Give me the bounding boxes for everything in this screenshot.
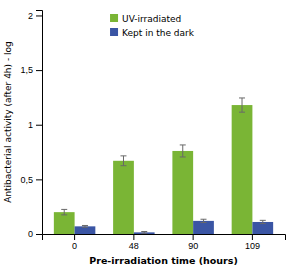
x-axis: 0 48 90 109 — [43, 234, 286, 251]
x-axis-line — [43, 235, 286, 241]
y-axis-title: Antibacterial activity (after 4h) - log — [3, 41, 13, 203]
x-tick-mark — [193, 234, 194, 240]
x-tick: 48 — [129, 234, 139, 251]
y-tick: 2 — [28, 11, 42, 21]
x-tick-label: 48 — [129, 241, 139, 251]
legend-swatch — [110, 14, 118, 22]
y-tick-label: 2 — [28, 11, 33, 21]
legend-label: Kept in the dark — [122, 28, 195, 38]
error-bar — [201, 219, 207, 222]
x-tick: 90 — [188, 234, 198, 251]
bar — [54, 212, 75, 234]
legend: UV-irradiated Kept in the dark — [110, 14, 195, 38]
y-tick: 0 — [28, 229, 42, 239]
y-tick: 0,5 — [20, 175, 42, 185]
x-tick: 0 — [72, 234, 77, 251]
bar — [232, 105, 253, 234]
legend-swatch — [110, 28, 118, 36]
y-tick: 1 — [28, 120, 42, 130]
y-tick-label: 0 — [28, 229, 33, 239]
y-tick-mark — [36, 15, 42, 16]
y-tick-label: 1,5 — [20, 65, 33, 75]
plot: 0 0,5 1 1,5 2 0 48 90 109 UV-irradiated Kept in th… — [20, 11, 285, 252]
series — [54, 98, 253, 234]
series — [75, 219, 274, 234]
error-bar — [260, 220, 266, 223]
y-tick-label: 0,5 — [20, 175, 33, 185]
error-bar — [141, 231, 147, 233]
error-bar — [180, 145, 186, 157]
legend-item: UV-irradiated — [110, 14, 181, 24]
error-bar — [61, 209, 67, 214]
legend-label: UV-irradiated — [122, 14, 181, 24]
legend-item: Kept in the dark — [110, 28, 195, 38]
x-tick-label: 0 — [72, 241, 77, 251]
marks — [54, 98, 273, 234]
x-tick-mark — [252, 234, 253, 240]
x-tick: 109 — [245, 234, 260, 251]
y-tick-mark — [36, 234, 42, 235]
error-bar — [120, 156, 126, 166]
y-tick-mark — [36, 125, 42, 126]
bar — [75, 226, 96, 234]
y-tick-mark — [36, 179, 42, 180]
chart: 0 0,5 1 1,5 2 0 48 90 109 UV-irradiated Kept in th… — [0, 0, 293, 270]
x-tick-mark — [74, 234, 75, 240]
bar — [134, 232, 155, 234]
error-bar — [82, 225, 88, 227]
x-tick-label: 109 — [245, 241, 260, 251]
y-tick: 1,5 — [20, 65, 42, 75]
bar — [113, 161, 134, 234]
y-tick-label: 1 — [28, 120, 33, 130]
x-tick-mark — [133, 234, 134, 240]
y-axis-line — [36, 11, 43, 235]
x-tick-label: 90 — [188, 241, 198, 251]
y-axis: 0 0,5 1 1,5 2 — [20, 11, 42, 240]
error-bar — [239, 98, 245, 112]
x-axis-title: Pre-irradiation time (hours) — [89, 255, 237, 266]
bar — [172, 151, 193, 234]
y-tick-mark — [36, 70, 42, 71]
